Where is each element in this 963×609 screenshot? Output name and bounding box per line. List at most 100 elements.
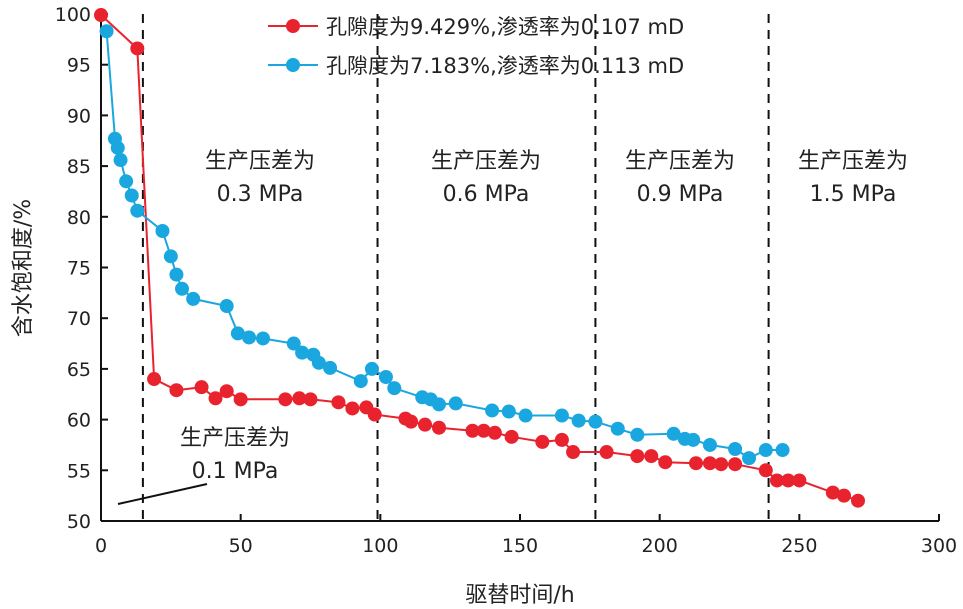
series-1-point	[448, 396, 463, 411]
series-0-point	[303, 392, 318, 407]
x-tick-label-0: 0	[95, 535, 107, 557]
stage-annotations: 生产压差为 0.1 MPa 生产压差为 0.3 MPa 生产压差为 0.6 MP…	[117, 149, 908, 505]
series-0-point	[292, 391, 307, 406]
series-0-point	[208, 391, 223, 406]
series-0-point	[714, 457, 729, 472]
series-0-point	[278, 392, 293, 407]
y-tick-label-5: 75	[67, 258, 91, 280]
series-0-point	[345, 401, 360, 416]
series-1-point	[186, 291, 201, 306]
series-0-point	[792, 473, 807, 488]
y-tick-label-4: 70	[67, 308, 91, 330]
series-1-point	[256, 331, 271, 346]
series-1-point	[686, 432, 701, 447]
series-1-point	[124, 188, 139, 203]
series-1-point	[666, 426, 681, 441]
legend: 孔隙度为9.429%,渗透率为0.107 mD 孔隙度为7.183%,渗透率为0…	[268, 15, 684, 78]
x-tick-label-1: 50	[229, 535, 253, 557]
series-0-point	[418, 417, 433, 432]
series-0-point	[769, 473, 784, 488]
annotation-0-line2: 0.1 MPa	[192, 459, 279, 484]
series-0-point	[554, 432, 569, 447]
series-1-point	[501, 404, 516, 419]
series-1-point	[775, 443, 790, 458]
annotation-0-line1: 生产压差为	[180, 426, 290, 451]
y-tick-label-2: 60	[67, 410, 91, 432]
series-0-point	[781, 473, 796, 488]
annotation-1-line2: 0.3 MPa	[217, 182, 304, 207]
series-0-point	[194, 380, 209, 395]
series-1-point	[364, 361, 379, 376]
series-1-point	[378, 370, 393, 385]
annotation-4-line2: 1.5 MPa	[810, 182, 897, 207]
series-0-point	[850, 493, 865, 508]
series-1-point	[431, 397, 446, 412]
legend-label-0: 孔隙度为9.429%,渗透率为0.107 mD	[326, 15, 684, 39]
annotation-2-line1: 生产压差为	[431, 149, 541, 174]
x-tick-label-5: 250	[781, 535, 817, 557]
series-1-point	[311, 355, 326, 370]
series-0-point	[367, 407, 382, 422]
series-0-point	[535, 434, 550, 449]
annotation-0-leader-line	[117, 483, 208, 505]
stage-boundary-lines	[141, 14, 770, 521]
series-1-point	[175, 281, 190, 296]
x-axis-title: 驱替时间/h	[465, 583, 574, 608]
series-0-point	[130, 41, 145, 56]
y-tick-label-9: 95	[67, 55, 91, 77]
series-0-point	[331, 395, 346, 410]
y-tick-label-10: 100	[55, 4, 91, 26]
series-1-point	[518, 408, 533, 423]
series-1-point	[99, 24, 114, 39]
series-0-point	[644, 449, 659, 464]
series-0-point	[233, 392, 248, 407]
series-1-point	[353, 374, 368, 389]
series-0-point	[147, 372, 162, 387]
series-1-point	[610, 421, 625, 436]
series-0-point	[837, 488, 852, 503]
series-1-point	[295, 345, 310, 360]
series-0-point	[599, 445, 614, 460]
series-0-point	[431, 420, 446, 435]
series-0-point	[476, 423, 491, 438]
y-tick-label-1: 55	[67, 460, 91, 482]
series-1-point	[119, 174, 134, 189]
series-0-point	[688, 456, 703, 471]
series-1-line	[105, 31, 783, 460]
x-tick-label-4: 200	[642, 535, 678, 557]
series-1-point	[219, 299, 234, 314]
series-0-point	[94, 8, 108, 23]
series-1-point	[155, 223, 170, 238]
series-1-point	[230, 326, 245, 341]
axes: 0 50 100 150 200 250 3005055606570758085909510…	[55, 4, 957, 557]
series-1-point	[242, 330, 257, 345]
y-tick-label-6: 80	[67, 207, 91, 229]
series-0-point	[658, 455, 673, 470]
series-0-point	[702, 456, 717, 471]
x-tick-label-2: 100	[362, 535, 398, 557]
series-0-point	[465, 423, 480, 438]
series-1-point	[728, 442, 743, 457]
y-tick-label-7: 85	[67, 156, 91, 178]
series-1-point	[588, 414, 603, 429]
series-1-point	[742, 451, 757, 466]
series-1-point	[702, 437, 717, 452]
series-1-point	[113, 153, 128, 168]
series-1-point	[323, 360, 338, 375]
series-1-point	[163, 249, 178, 264]
series-1-point	[169, 267, 184, 282]
series-1-point	[130, 203, 145, 218]
annotation-4-line1: 生产压差为	[798, 149, 908, 174]
y-tick-label-0: 50	[67, 511, 91, 533]
annotation-3-line2: 0.9 MPa	[637, 182, 724, 207]
annotation-1-line1: 生产压差为	[205, 149, 315, 174]
annotation-3-line1: 生产压差为	[625, 149, 735, 174]
series-1-point	[485, 403, 500, 418]
legend-swatch-marker-0	[286, 19, 300, 33]
y-axis-title: 含水饱和度/%	[11, 199, 36, 337]
series-0-point	[169, 383, 184, 398]
y-tick-label-3: 65	[67, 359, 91, 381]
series-0-point	[825, 485, 840, 500]
series-0-point	[758, 463, 773, 478]
